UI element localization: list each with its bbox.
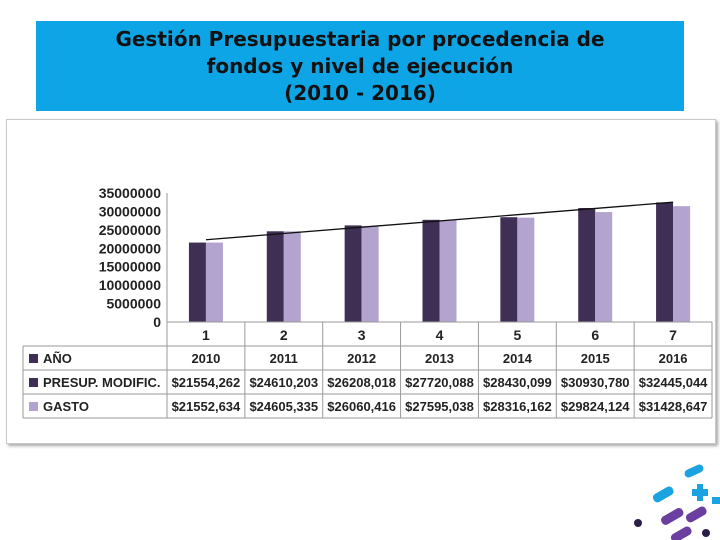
bar-gasto [673, 206, 691, 322]
data-label: $26060,416 [327, 399, 396, 414]
bar-presup [500, 217, 518, 322]
bar-chart: 3500000030000000250000002000000015000000… [22, 185, 713, 419]
data-label: 2011 [270, 351, 298, 366]
data-label: $21552,634 [172, 399, 241, 414]
legend-label: AÑO [43, 351, 72, 366]
data-label: $24605,335 [249, 399, 318, 414]
x-tick-label: 1 [202, 327, 210, 343]
data-label: $24610,203 [249, 375, 318, 390]
data-label: $29824,124 [561, 399, 630, 414]
data-label: 2015 [581, 351, 610, 366]
title-line-2: fondos y nivel de ejecución [206, 53, 514, 78]
legend-swatch [29, 402, 38, 411]
data-label: $28430,099 [483, 375, 552, 390]
x-tick-label: 3 [358, 327, 366, 343]
y-tick-label: 30000000 [99, 203, 162, 219]
bar-presup [344, 225, 362, 322]
title-banner: Gestión Presupuestaria por procedencia d… [36, 21, 684, 111]
data-label: $30930,780 [561, 375, 630, 390]
logo-shapes [634, 464, 720, 540]
data-label: $28316,162 [483, 399, 552, 414]
title-line-1: Gestión Presupuestaria por procedencia d… [115, 26, 605, 51]
bar-presup [656, 202, 674, 322]
y-tick-label: 35000000 [99, 185, 162, 201]
y-tick-label: 15000000 [99, 259, 162, 275]
data-label: 2012 [347, 351, 376, 366]
x-tick-label: 7 [669, 327, 677, 343]
data-label: $27720,088 [405, 375, 474, 390]
x-tick-label: 4 [436, 327, 444, 343]
data-label: 2016 [659, 351, 688, 366]
data-label: 2014 [503, 351, 533, 366]
data-label: $21554,262 [172, 375, 241, 390]
legend-label: GASTO [43, 399, 89, 414]
data-label: $26208,018 [327, 375, 396, 390]
bar-presup [266, 231, 284, 322]
y-tick-label: 5000000 [106, 296, 161, 312]
title-line-3: (2010 - 2016) [284, 80, 436, 105]
bar-presup [578, 207, 596, 322]
y-tick-label: 20000000 [99, 240, 162, 256]
legend-swatch [29, 378, 38, 387]
bar-presup [188, 242, 206, 322]
bar-gasto [283, 231, 301, 322]
x-tick-label: 6 [591, 327, 599, 343]
bar-gasto [517, 217, 535, 322]
legend-label: PRESUP. MODIFIC. [43, 375, 161, 390]
y-tick-label: 10000000 [99, 277, 162, 293]
trend-line [205, 201, 674, 241]
bar-presup [422, 219, 440, 322]
bar-gasto [595, 212, 613, 322]
chart-frame: 35000000 30000000 25000000 20000000 15000000… [6, 119, 716, 444]
legend-swatch [29, 354, 38, 363]
x-tick-label: 5 [513, 327, 521, 343]
brand-logo [634, 464, 720, 540]
data-label: 2013 [425, 351, 454, 366]
y-tick-label: 25000000 [99, 222, 162, 238]
data-label: $31428,647 [639, 399, 708, 414]
data-label: $27595,038 [405, 399, 474, 414]
x-tick-label: 2 [280, 327, 288, 343]
y-tick-label: 0 [153, 314, 161, 330]
bar-gasto [361, 225, 379, 322]
bar-gasto [205, 242, 223, 322]
data-label: $32445,044 [639, 375, 708, 390]
bar-gasto [439, 220, 457, 322]
data-label: 2010 [191, 351, 220, 366]
